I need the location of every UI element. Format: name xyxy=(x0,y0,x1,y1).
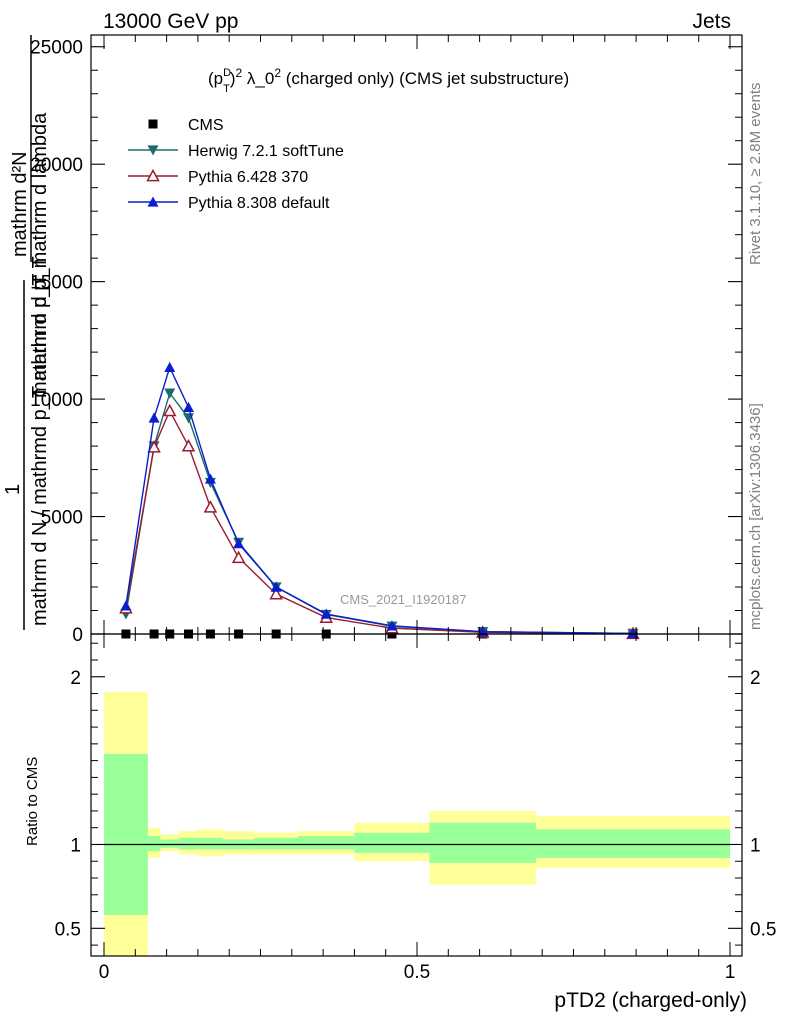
ratio-inner-band xyxy=(160,839,180,848)
data-point-pythia-6-428-370 xyxy=(203,500,218,513)
y-tick-label: 5000 xyxy=(41,508,83,529)
ratio-inner-band xyxy=(254,837,299,850)
ratio-plot-frame xyxy=(90,633,743,957)
ratio-inner-band xyxy=(104,753,148,915)
legend-marker-cms xyxy=(148,119,158,129)
data-point-pythia-6-428-370 xyxy=(147,440,161,453)
data-point-pythia-8-308-default xyxy=(320,608,332,619)
x-tick-label: 0.5 xyxy=(404,962,430,983)
x-tick-label: 1 xyxy=(725,962,736,983)
legend-label-cms: CMS xyxy=(188,117,224,134)
ylabel-line2: mathrm d p_T mathrm d lambda xyxy=(29,112,51,398)
ratio-y-tick-label: 2 xyxy=(70,668,81,689)
legend-marker-pythia-8-308-default xyxy=(147,196,159,207)
ylabel-line3: 1 xyxy=(2,484,24,495)
ratio-y-tick-label-right: 1 xyxy=(750,835,761,856)
main-axes: 0 5000 10000 15000 20000 25000 xyxy=(30,34,743,646)
rivet-label: Rivet 3.1.10, ≥ 2.8M events xyxy=(747,83,764,266)
y-tick-label: 25000 xyxy=(30,38,83,59)
header-right-label: Jets xyxy=(692,10,731,33)
ratio-y-tick-label: 0.5 xyxy=(55,919,81,940)
x-tick-label: 0 xyxy=(99,962,110,983)
ratio-inner-band xyxy=(179,837,198,850)
ratio-ylabel: Ratio to CMS xyxy=(24,757,41,846)
data-point-pythia-8-308-default xyxy=(148,412,160,423)
data-point-pythia-6-428-370 xyxy=(269,586,283,600)
header-left-label: 13000 GeV pp xyxy=(103,10,238,33)
ratio-y-tick-label: 1 xyxy=(70,835,81,856)
ratio-axes: 0.5 0.5 1 1 2 2 0 0.5 1 xyxy=(55,633,776,983)
ratio-y-tick-label-right: 2 xyxy=(750,668,761,689)
legend: CMS Herwig 7.2.1 softTune Pythia 6.428 370… xyxy=(128,117,344,212)
data-point-herwig-7-2-1-softtune xyxy=(164,388,176,399)
data-point-pythia-6-428-370 xyxy=(162,403,177,417)
ratio-inner-band xyxy=(197,837,223,850)
data-point-pythia-8-308-default xyxy=(386,620,398,631)
legend-marker-pythia-6-428-370 xyxy=(146,168,160,182)
ylabel-line1: mathrm d²N xyxy=(9,151,31,257)
ratio-inner-band xyxy=(429,822,536,863)
data-point-pythia-8-308-default xyxy=(270,581,282,592)
ratio-inner-band xyxy=(535,829,730,858)
legend-label-herwig-7-2-1-softtune: Herwig 7.2.1 softTune xyxy=(188,143,344,160)
data-point-pythia-8-308-default xyxy=(233,538,245,549)
ratio-y-tick-label-right: 0.5 xyxy=(750,919,776,940)
data-point-pythia-8-308-default xyxy=(164,361,176,373)
data-point-pythia-8-308-default xyxy=(120,600,132,611)
data-point-pythia-6-428-370 xyxy=(231,550,246,564)
main-plot-title: (pD T)2 λ_02 (charged only) (CMS jet subs… xyxy=(208,66,569,95)
y-tick-label: 15000 xyxy=(30,273,83,294)
mcplots-label: mcplots.cern.ch [arXiv:1306.3436] xyxy=(747,403,764,630)
ratio-inner-band xyxy=(298,836,355,850)
y-tick-label: 10000 xyxy=(30,390,83,411)
legend-label-pythia-6-428-370: Pythia 6.428 370 xyxy=(188,169,308,186)
data-point-pythia-6-428-370 xyxy=(181,439,196,452)
y-tick-label: 0 xyxy=(72,625,83,646)
ratio-inner-band xyxy=(354,832,430,853)
watermark-label: CMS_2021_I1920187 xyxy=(340,592,467,607)
x-axis-label: pTD2 (charged-only) xyxy=(554,989,747,1012)
ylabel-line4: mathrm d N / mathrmd p_T mathrm d p_T xyxy=(29,256,51,626)
ratio-inner-band xyxy=(147,836,161,852)
ratio-bands xyxy=(104,691,730,956)
y-tick-label: 20000 xyxy=(30,155,83,176)
legend-marker-herwig-7-2-1-softtune xyxy=(147,145,159,156)
legend-label-pythia-8-308-default: Pythia 8.308 default xyxy=(188,195,330,212)
data-point-pythia-8-308-default xyxy=(183,401,195,412)
data-point-pythia-8-308-default xyxy=(204,473,216,484)
